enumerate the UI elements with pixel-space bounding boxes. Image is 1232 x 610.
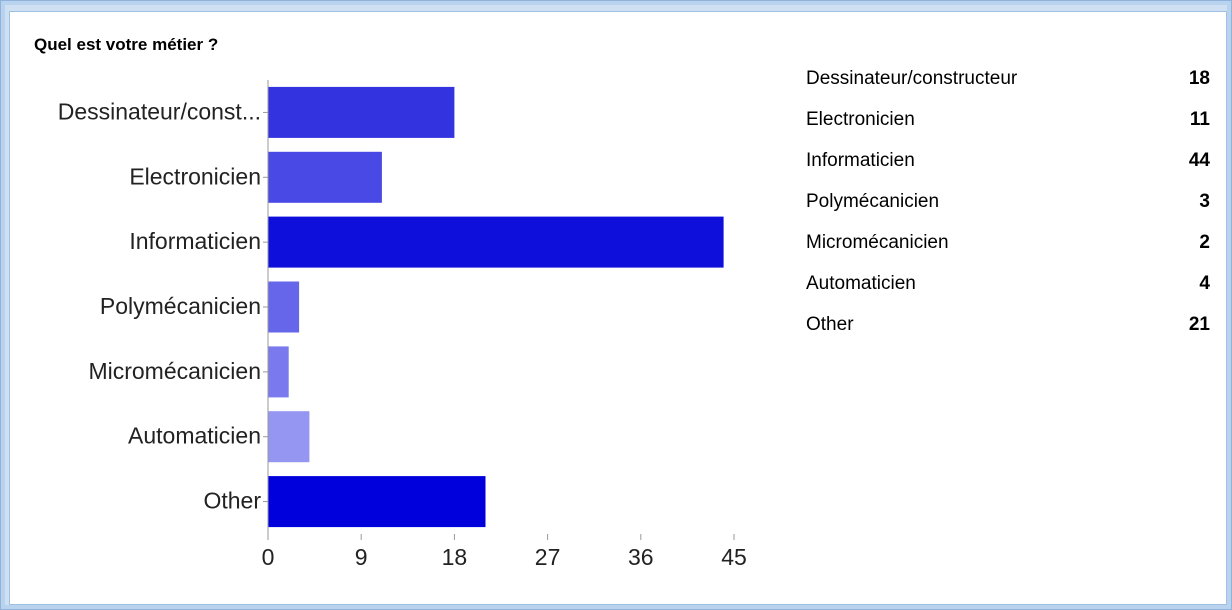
bar-chart: Dessinateur/const... Electronicien Informa… — [58, 80, 747, 570]
x-tick-label: 27 — [535, 544, 561, 570]
y-tick-label: Informaticien — [129, 228, 261, 254]
summary-row: Automaticien 4 — [806, 263, 1210, 304]
y-tick-label: Other — [203, 488, 261, 514]
x-tick-label: 36 — [628, 544, 654, 570]
summary-row: Dessinateur/constructeur 18 — [806, 58, 1210, 99]
summary-value: 11 — [1189, 108, 1210, 130]
summary-label: Automaticien — [806, 272, 916, 294]
summary-row: Other 21 — [806, 304, 1210, 345]
summary-value: 3 — [1199, 190, 1210, 212]
x-tick-label: 9 — [355, 544, 368, 570]
summary-label: Other — [806, 313, 854, 335]
summary-value: 44 — [1188, 149, 1210, 171]
summary-value: 18 — [1188, 67, 1210, 89]
chart-title: Quel est votre métier ? — [34, 35, 219, 54]
summary-value: 2 — [1199, 231, 1210, 253]
summary-label: Electronicien — [806, 108, 915, 130]
summary-label: Micromécanicien — [806, 231, 949, 253]
x-tick-label: 18 — [442, 544, 468, 570]
summary-row: Informaticien 44 — [806, 140, 1210, 181]
summary-row: Electronicien 11 — [806, 99, 1210, 140]
summary-label: Dessinateur/constructeur — [806, 67, 1018, 89]
y-tick-label: Polymécanicien — [100, 293, 261, 319]
bar — [268, 346, 289, 398]
bar — [268, 476, 486, 528]
y-tick-label: Electronicien — [129, 163, 261, 189]
summary-row: Micromécanicien 2 — [806, 222, 1210, 263]
bar — [268, 281, 300, 333]
bar — [268, 86, 455, 138]
summary-row: Polymécanicien 3 — [806, 181, 1210, 222]
bar — [268, 411, 310, 463]
x-tick-label: 45 — [721, 544, 747, 570]
bar — [268, 216, 724, 268]
bar — [268, 151, 382, 203]
summary-label: Informaticien — [806, 149, 915, 171]
y-tick-label: Micromécanicien — [88, 358, 261, 384]
y-tick-label: Automaticien — [128, 423, 261, 449]
summary-value: 21 — [1188, 313, 1210, 335]
chart-panel: Quel est votre métier ? Dessinateur/cons… — [9, 11, 1227, 605]
summary-label: Polymécanicien — [806, 190, 940, 212]
y-tick-label: Dessinateur/const... — [58, 98, 261, 124]
x-tick-label: 0 — [262, 544, 275, 570]
summary-value: 4 — [1199, 272, 1210, 294]
summary-table: Dessinateur/constructeur 18 Electronicien… — [806, 58, 1210, 345]
